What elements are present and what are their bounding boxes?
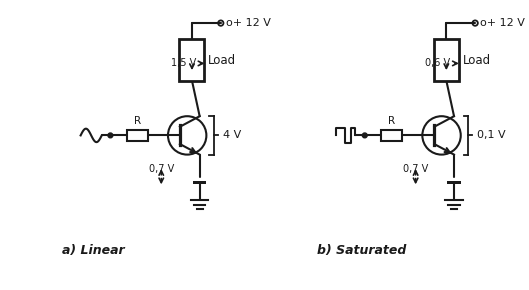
Text: a) Linear: a) Linear [62,244,125,257]
Bar [179,39,204,81]
Bar [127,130,148,141]
Text: 0,7 V: 0,7 V [149,164,174,174]
Text: R: R [134,116,141,126]
Text: o+ 12 V: o+ 12 V [225,18,270,28]
Bar [381,130,402,141]
Text: 0,1 V: 0,1 V [477,130,506,140]
Text: o+ 12 V: o+ 12 V [480,18,525,28]
Bar [434,39,459,81]
Text: 1,5 V: 1,5 V [171,58,199,68]
Text: 4 V: 4 V [223,130,241,140]
Text: R: R [388,116,395,126]
Bar [193,180,206,184]
Text: b) Saturated: b) Saturated [317,244,406,257]
Circle shape [108,133,113,138]
Circle shape [362,133,367,138]
Text: 0,7 V: 0,7 V [403,164,428,174]
Text: Load: Load [208,54,236,66]
Text: 0,6 V: 0,6 V [425,58,453,68]
Bar [448,180,461,184]
Text: Load: Load [463,54,491,66]
